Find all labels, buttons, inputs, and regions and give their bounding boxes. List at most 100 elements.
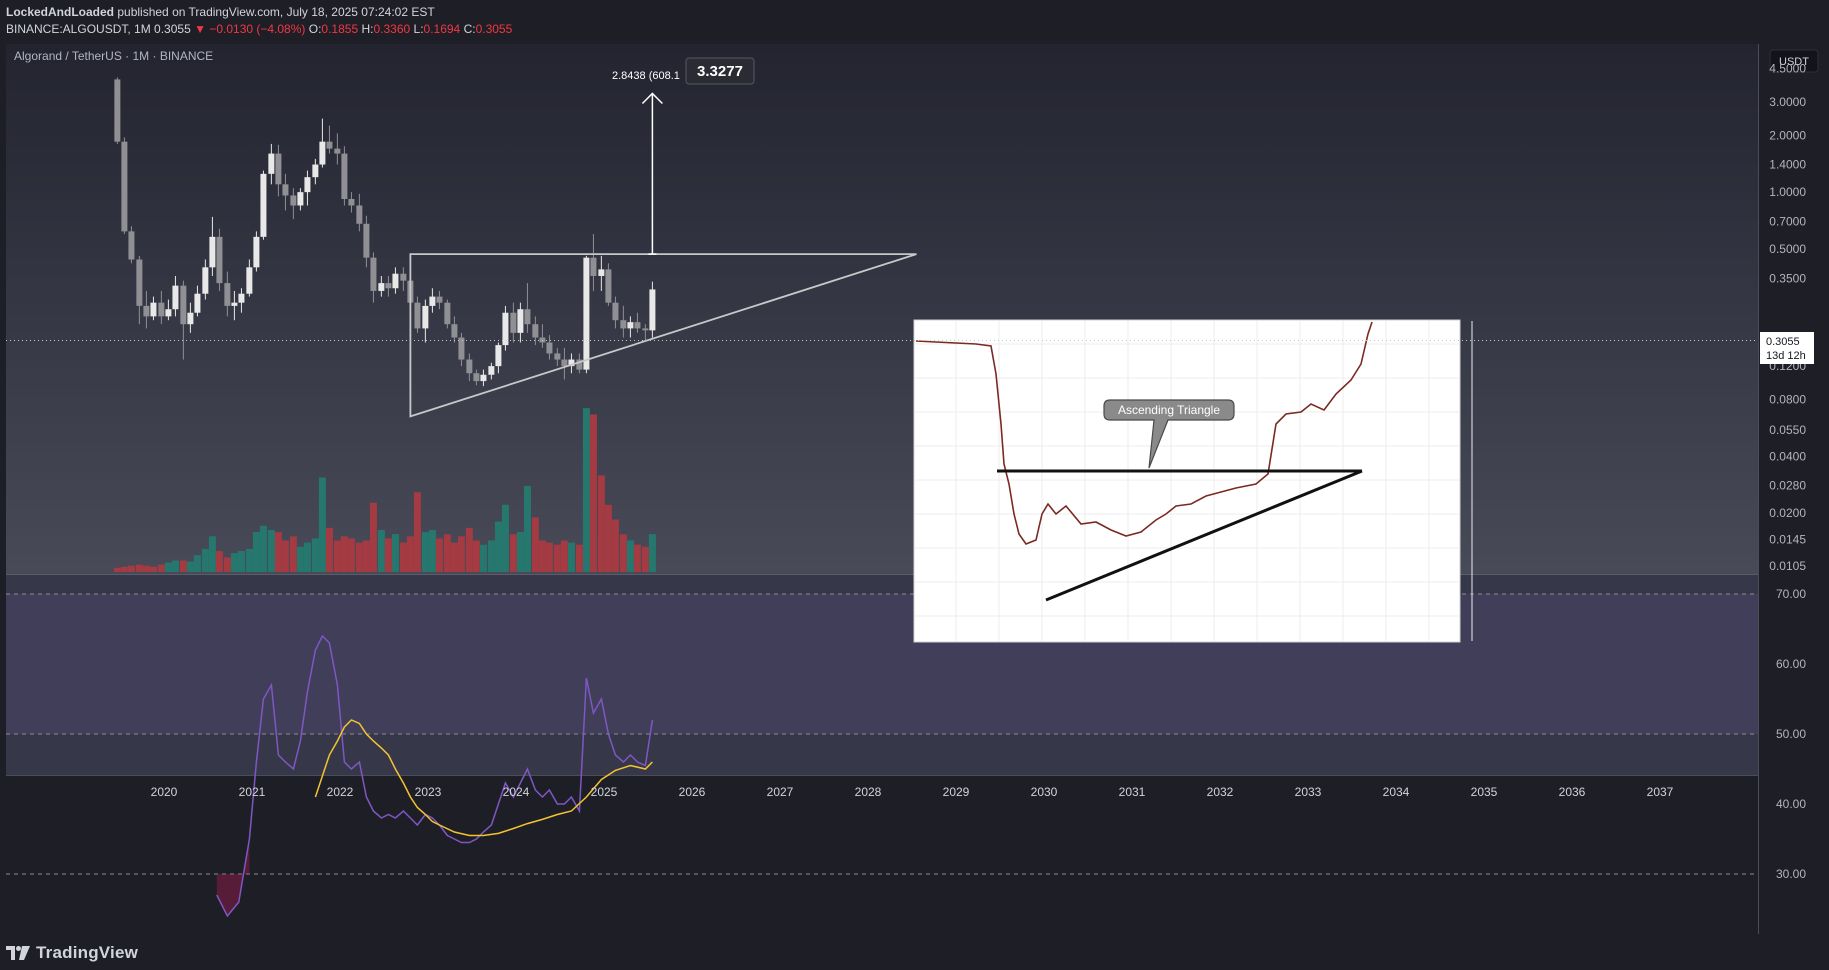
candle-body xyxy=(546,342,553,354)
candle-body xyxy=(466,359,473,374)
candle-body xyxy=(312,164,319,178)
candle-body xyxy=(400,273,407,281)
volume-bar xyxy=(428,530,436,572)
volume-bar xyxy=(157,564,165,572)
chart-legend-title[interactable]: Algorand / TetherUS · 1M · BINANCE xyxy=(14,49,213,63)
main-pane[interactable] xyxy=(6,44,1758,574)
open-label: O: xyxy=(308,22,322,36)
time-tick-label: 2031 xyxy=(1119,785,1146,799)
candle-body xyxy=(532,324,539,338)
volume-series xyxy=(113,408,656,572)
published-text: published on TradingView.com, July 18, 2… xyxy=(117,5,435,19)
candle-body xyxy=(458,337,465,360)
rsi-tick-label: 50.00 xyxy=(1776,727,1806,741)
time-tick-label: 2032 xyxy=(1207,785,1234,799)
price-tick-label: 0.0105 xyxy=(1769,559,1806,573)
currency-button[interactable] xyxy=(1769,49,1819,73)
volume-bar xyxy=(120,566,128,572)
volume-bar xyxy=(318,477,326,572)
candle-body xyxy=(268,153,275,174)
candle-body xyxy=(502,312,509,346)
time-tick-label: 2030 xyxy=(1031,785,1058,799)
candle-body xyxy=(282,184,289,196)
volume-bar xyxy=(325,527,333,572)
candle-body xyxy=(290,195,297,206)
candle-body xyxy=(143,305,150,317)
volume-bar xyxy=(267,530,275,572)
author-name[interactable]: LockedAndLoaded xyxy=(6,5,115,19)
inset-callout-bubble xyxy=(1103,399,1235,469)
candle-body xyxy=(216,236,223,284)
candle-body xyxy=(554,353,561,360)
candle-body xyxy=(348,198,355,206)
volume-bar xyxy=(252,532,260,572)
rsi-tick-label: 40.00 xyxy=(1776,797,1806,811)
time-tick-label: 2033 xyxy=(1295,785,1322,799)
rsi-band-fill xyxy=(6,594,1758,734)
volume-bar xyxy=(333,540,341,572)
volume-bar xyxy=(245,548,253,572)
time-tick-label: 2035 xyxy=(1471,785,1498,799)
candle-body xyxy=(326,141,333,149)
volume-bar xyxy=(545,542,553,572)
target-badge[interactable] xyxy=(685,57,755,85)
candle-body xyxy=(378,283,385,291)
volume-bar xyxy=(487,540,495,572)
inset-grid xyxy=(915,321,1473,641)
publication-header: LockedAndLoaded published on TradingView… xyxy=(0,0,1829,42)
price-tick-label: 0.3500 xyxy=(1769,271,1806,285)
volume-bar xyxy=(641,546,649,572)
volume-bar xyxy=(597,475,605,572)
candle-body xyxy=(114,79,121,142)
candle-body xyxy=(187,312,194,325)
candle-body xyxy=(524,309,531,325)
inset-frame xyxy=(913,319,1461,643)
candle-body xyxy=(414,302,421,329)
volume-bar xyxy=(538,540,546,572)
high-label: H: xyxy=(361,22,374,36)
candle-body xyxy=(253,236,260,268)
price-tick-label: 0.0200 xyxy=(1769,506,1806,520)
low-value: 0.1694 xyxy=(423,22,461,36)
candle-body xyxy=(583,257,590,370)
candle-body xyxy=(202,267,209,294)
candle-body xyxy=(392,273,399,289)
candle-body xyxy=(598,269,605,276)
price-axis[interactable]: 4.5000 3.0000 2.0000 1.4000 1.0000 0.7000 0.50… xyxy=(1769,62,1806,573)
candle-body xyxy=(297,192,304,206)
footer: TradingView xyxy=(0,934,1829,970)
bar-countdown: 13d 12h xyxy=(1766,350,1806,362)
ascending-triangle[interactable] xyxy=(409,253,917,418)
candle-body xyxy=(620,320,627,329)
price-tick-label: 0.0400 xyxy=(1769,449,1806,463)
time-axis[interactable]: 2020 2021 2022 2023 2024 2025 2026 2027 2028 2029… xyxy=(151,785,1674,799)
volume-bar xyxy=(179,560,187,572)
volume-bar xyxy=(421,532,429,572)
currency-label: USDT xyxy=(1779,56,1809,68)
candle-body xyxy=(436,296,443,303)
price-chart[interactable]: Ascending Triangle Algorand / TetherUS ·… xyxy=(6,44,1823,934)
volume-bar xyxy=(208,536,216,572)
candle-body xyxy=(128,231,135,260)
tradingview-logo[interactable]: TradingView xyxy=(6,943,138,963)
candle-body xyxy=(224,283,231,306)
volume-bar xyxy=(435,538,443,572)
volume-bar xyxy=(604,504,612,572)
candle-body xyxy=(260,173,267,237)
current-price-value: 0.3055 xyxy=(1766,336,1800,348)
volume-bar xyxy=(465,527,473,572)
candle-body xyxy=(627,322,634,329)
candle-body xyxy=(165,309,172,317)
time-tick-label: 2024 xyxy=(503,785,530,799)
measure-label: 2.8438 (608.1 xyxy=(612,70,680,82)
rsi-ma-line xyxy=(314,719,653,837)
close-label: C: xyxy=(463,22,476,36)
volume-bar xyxy=(531,517,539,572)
drawings xyxy=(409,92,917,418)
price-tick-label: 0.0550 xyxy=(1769,423,1806,437)
candle-body xyxy=(356,205,363,224)
rsi-indicator xyxy=(6,593,1758,918)
volume-bar xyxy=(237,551,245,572)
volume-bar xyxy=(369,502,377,572)
